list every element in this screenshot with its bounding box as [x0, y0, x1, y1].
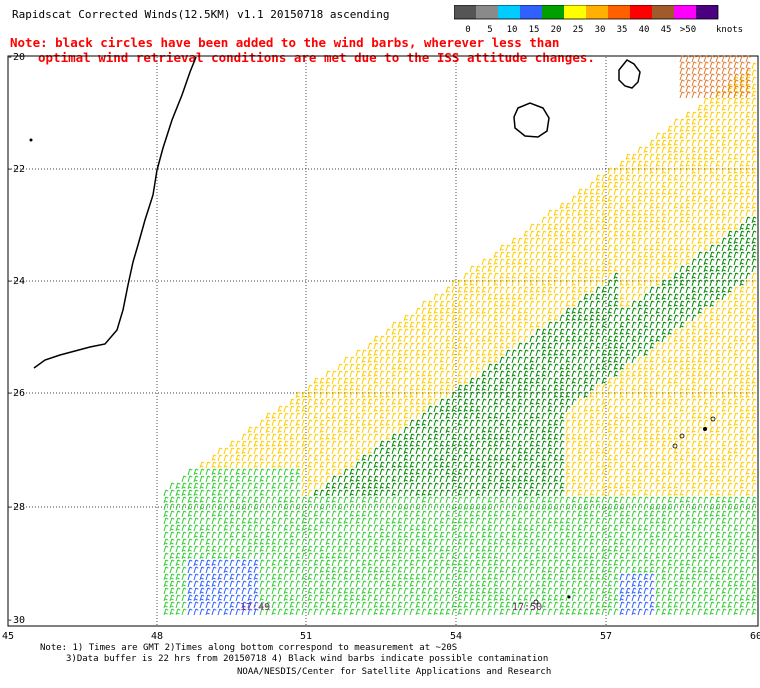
legend-unit: knots	[716, 25, 743, 35]
legend-label: 15	[529, 25, 540, 35]
wind-speed-legend: 0 5 10 15 20 25 30 35 40 45 >50 knots	[454, 5, 743, 35]
lon-tick-label: 51	[300, 631, 312, 642]
legend-swatch	[476, 5, 498, 19]
note-line-1: Note: black circles have been added to t…	[10, 35, 559, 50]
contamination-circle	[710, 416, 716, 422]
legend-swatch	[498, 5, 520, 19]
lat-tick-label: -22	[7, 164, 25, 175]
legend-label: 45	[661, 25, 672, 35]
lat-tick-label: -30	[7, 615, 25, 626]
reunion-island	[513, 102, 550, 138]
lon-tick-label: 57	[600, 631, 612, 642]
legend-swatch	[564, 5, 586, 19]
note-line-2: optimal wind retrieval conditions are me…	[38, 50, 595, 65]
lon-tick-label: 60	[750, 631, 760, 642]
lat-tick-label: -24	[7, 276, 25, 287]
lon-tick-label: 45	[2, 631, 14, 642]
time-label: 17:50	[512, 602, 542, 613]
legend-label: 40	[639, 25, 650, 35]
lat-tick-label: -28	[7, 502, 25, 513]
contamination-circle	[679, 433, 685, 439]
legend-label: 0	[465, 25, 470, 35]
footer-credit: NOAA/NESDIS/Center for Satellite Applica…	[237, 667, 551, 677]
legend-swatch	[652, 5, 674, 19]
legend-swatch	[696, 5, 718, 19]
lat-tick-label: -26	[7, 388, 25, 399]
lat-tick-label: -20	[7, 52, 25, 63]
legend-label: 5	[487, 25, 492, 35]
time-label: 17:49	[240, 602, 270, 613]
lon-tick-label: 48	[151, 631, 163, 642]
legend-label: 35	[617, 25, 628, 35]
contamination-circle	[567, 595, 571, 599]
contamination-circle	[703, 427, 707, 431]
legend-label: >50	[680, 25, 696, 35]
legend-label: 30	[595, 25, 606, 35]
map-title: Rapidscat Corrected Winds(12.5KM) v1.1 2…	[12, 8, 390, 21]
small-island	[29, 138, 33, 142]
legend-swatch	[542, 5, 564, 19]
mauritius-island	[618, 59, 641, 89]
contamination-circle	[672, 443, 678, 449]
legend-swatch	[586, 5, 608, 19]
madagascar-coastline	[33, 56, 197, 369]
footer-note-2: 3)Data buffer is 22 hrs from 20150718 4)…	[66, 654, 548, 664]
footer-note-1: Note: 1) Times are GMT 2)Times along bot…	[40, 643, 457, 653]
legend-swatch	[520, 5, 542, 19]
lon-tick-label: 54	[450, 631, 462, 642]
legend-label: 10	[507, 25, 518, 35]
legend-swatch	[454, 5, 476, 19]
legend-swatch	[630, 5, 652, 19]
legend-swatch	[674, 5, 696, 19]
legend-label: 20	[551, 25, 562, 35]
legend-label: 25	[573, 25, 584, 35]
legend-swatch	[608, 5, 630, 19]
contamination-circle	[533, 599, 539, 605]
map-frame	[7, 55, 759, 627]
